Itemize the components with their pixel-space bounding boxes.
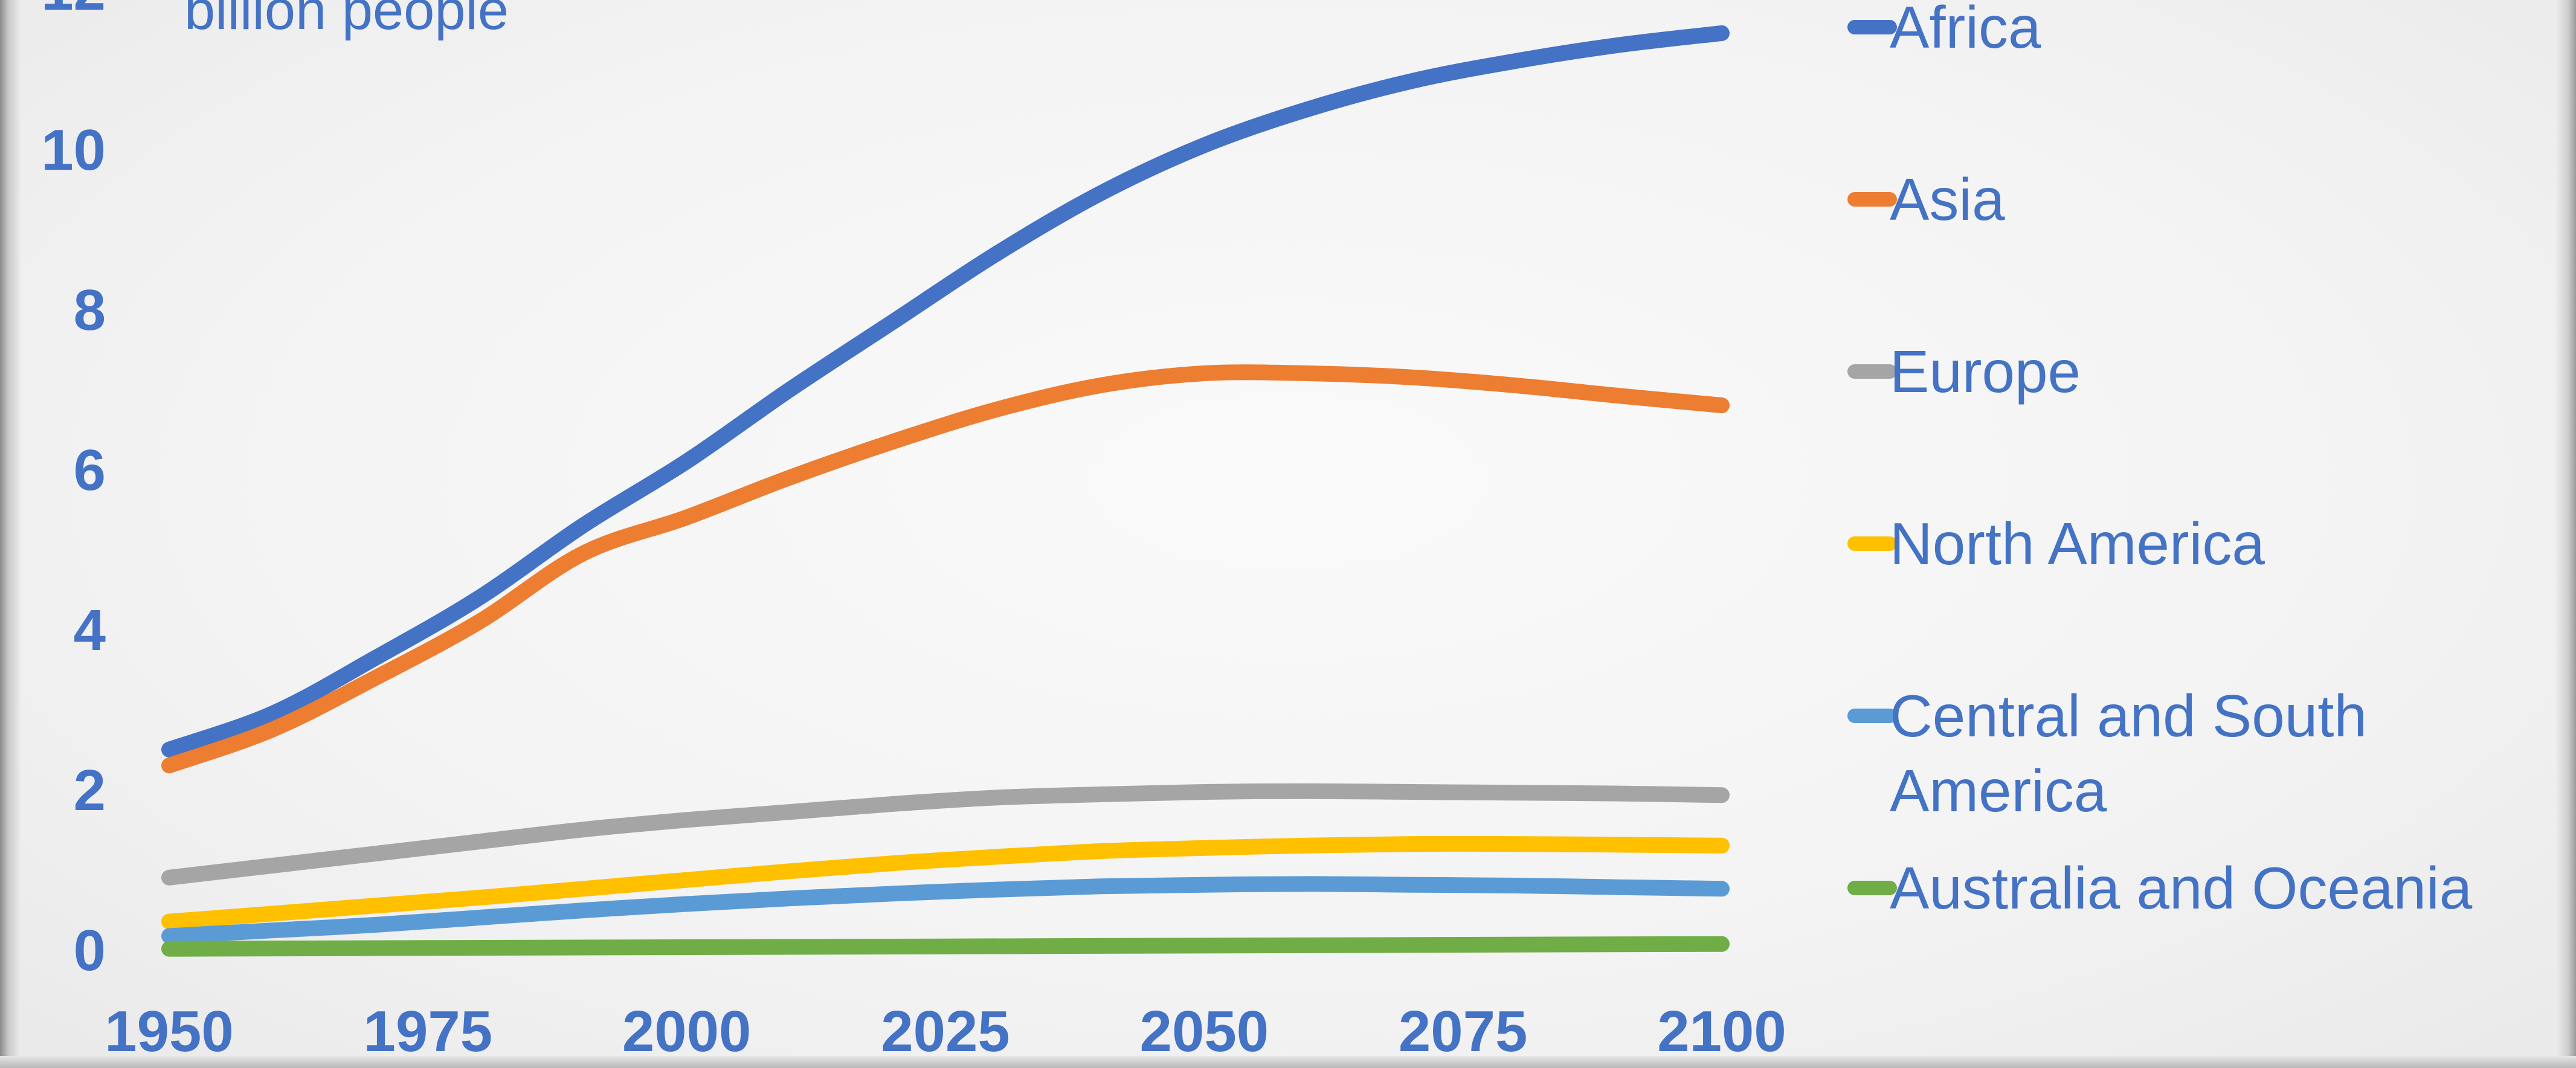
series-line-asia — [161, 364, 1730, 774]
legend-label: Asia — [1890, 166, 2005, 233]
series-line-africa — [161, 25, 1730, 758]
legend-label: Europe — [1890, 338, 2081, 405]
x-tick-label: 1950 — [105, 999, 234, 1064]
series-line-europe — [161, 783, 1730, 886]
legend: Africa Asia Europe North America Central and… — [1847, 0, 2473, 921]
unit-label: billion people — [184, 0, 509, 41]
y-tick-label: 10 — [41, 118, 106, 182]
x-tick-label: 2000 — [622, 999, 752, 1064]
x-tick-label: 1975 — [364, 999, 493, 1064]
series-line-australia-and-oceania — [161, 936, 1730, 957]
y-tick-label: 12 — [41, 0, 106, 22]
legend-label: Australia and Oceania — [1890, 855, 2473, 921]
y-tick-label: 6 — [74, 438, 106, 503]
y-tick-label: 2 — [74, 758, 106, 823]
x-axis-tick-labels: 1950 1975 2000 2025 2050 2075 2100 — [105, 999, 1786, 1064]
series-line-north-america — [161, 835, 1730, 930]
y-tick-label: 0 — [74, 918, 106, 983]
frame-edge-right — [2555, 0, 2576, 1068]
x-tick-label: 2100 — [1657, 999, 1786, 1064]
series-lines — [161, 25, 1730, 957]
legend-label: North America — [1890, 510, 2265, 577]
legend-label: Central and South America — [1890, 683, 2367, 824]
x-tick-label: 2075 — [1399, 999, 1528, 1064]
frame-edge-bottom — [0, 1056, 2576, 1068]
legend-label: Africa — [1890, 0, 2041, 60]
x-tick-label: 2050 — [1140, 999, 1269, 1064]
frame-edge-left — [0, 0, 21, 1068]
y-axis-tick-labels: 0 2 4 6 8 10 12 — [41, 0, 106, 983]
y-tick-label: 8 — [74, 278, 106, 343]
x-tick-label: 2025 — [881, 999, 1010, 1064]
series-line-central-and-south-america — [161, 876, 1730, 944]
y-tick-label: 4 — [74, 598, 106, 663]
